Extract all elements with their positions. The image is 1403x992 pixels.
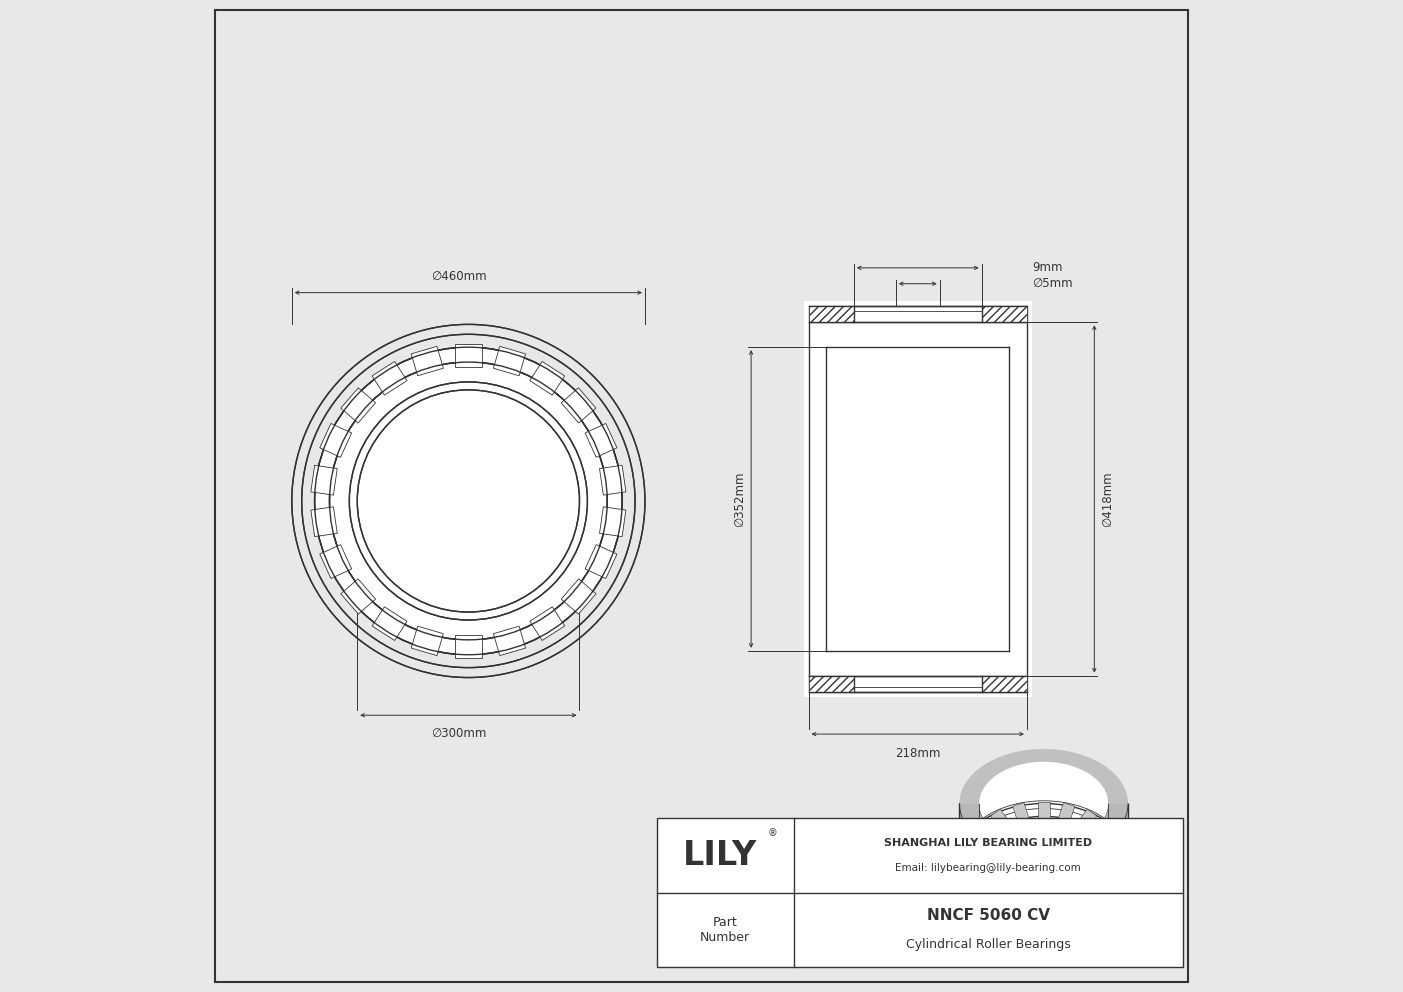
Polygon shape xyxy=(341,388,376,423)
Ellipse shape xyxy=(960,749,1128,858)
Polygon shape xyxy=(455,636,481,659)
Polygon shape xyxy=(372,607,407,641)
Polygon shape xyxy=(599,507,626,537)
Circle shape xyxy=(314,347,622,655)
Text: ∅5mm: ∅5mm xyxy=(1031,277,1072,291)
Bar xyxy=(808,306,1027,322)
Polygon shape xyxy=(974,876,995,896)
Polygon shape xyxy=(974,820,995,840)
Text: Cylindrical Roller Bearings: Cylindrical Roller Bearings xyxy=(906,938,1070,951)
Text: ∅352mm: ∅352mm xyxy=(734,471,746,527)
Bar xyxy=(808,676,1027,692)
Polygon shape xyxy=(1093,820,1114,840)
Polygon shape xyxy=(1058,893,1075,914)
Polygon shape xyxy=(991,808,1010,830)
Polygon shape xyxy=(411,626,443,656)
Polygon shape xyxy=(585,424,617,457)
Text: ®: ® xyxy=(767,827,777,838)
Polygon shape xyxy=(1076,886,1097,908)
Text: 9mm: 9mm xyxy=(1031,261,1062,275)
Polygon shape xyxy=(1038,802,1049,819)
Polygon shape xyxy=(372,361,407,395)
Polygon shape xyxy=(1103,835,1124,852)
Polygon shape xyxy=(964,835,985,852)
Polygon shape xyxy=(1093,876,1114,896)
Text: LILY: LILY xyxy=(683,839,758,872)
Polygon shape xyxy=(411,346,443,376)
Polygon shape xyxy=(530,607,564,641)
Polygon shape xyxy=(561,388,596,423)
Text: ∅460mm: ∅460mm xyxy=(431,270,487,283)
Text: ∅418mm: ∅418mm xyxy=(1101,471,1114,527)
Bar xyxy=(804,301,1031,697)
Polygon shape xyxy=(320,424,352,457)
Polygon shape xyxy=(1103,864,1124,881)
Text: NNCF 5060 CV: NNCF 5060 CV xyxy=(926,908,1049,923)
Bar xyxy=(657,818,1183,967)
Polygon shape xyxy=(320,545,352,578)
Polygon shape xyxy=(311,465,337,495)
Text: Email: lilybearing@lily-bearing.com: Email: lilybearing@lily-bearing.com xyxy=(895,862,1080,873)
Polygon shape xyxy=(455,344,481,367)
Ellipse shape xyxy=(979,762,1108,845)
Ellipse shape xyxy=(960,804,1128,913)
Polygon shape xyxy=(1013,893,1030,914)
Polygon shape xyxy=(585,545,617,578)
Text: SHANGHAI LILY BEARING LIMITED: SHANGHAI LILY BEARING LIMITED xyxy=(884,837,1092,848)
Polygon shape xyxy=(494,346,526,376)
Polygon shape xyxy=(530,361,564,395)
Bar xyxy=(808,306,854,322)
Polygon shape xyxy=(961,852,979,864)
Polygon shape xyxy=(991,886,1010,908)
Polygon shape xyxy=(561,579,596,614)
Polygon shape xyxy=(1038,897,1049,915)
Text: 218mm: 218mm xyxy=(895,747,940,760)
Polygon shape xyxy=(341,579,376,614)
Bar xyxy=(982,306,1027,322)
Polygon shape xyxy=(964,864,985,881)
Polygon shape xyxy=(1013,803,1030,823)
Bar xyxy=(982,676,1027,692)
Polygon shape xyxy=(1108,852,1127,864)
Polygon shape xyxy=(599,465,626,495)
Polygon shape xyxy=(494,626,526,656)
Polygon shape xyxy=(1076,808,1097,830)
Ellipse shape xyxy=(979,816,1108,900)
Polygon shape xyxy=(311,507,337,537)
Bar xyxy=(808,676,854,692)
Circle shape xyxy=(358,390,579,612)
Polygon shape xyxy=(1058,803,1075,823)
Polygon shape xyxy=(960,804,1128,858)
Text: Part
Number: Part Number xyxy=(700,916,751,944)
Text: ∅300mm: ∅300mm xyxy=(431,727,487,740)
